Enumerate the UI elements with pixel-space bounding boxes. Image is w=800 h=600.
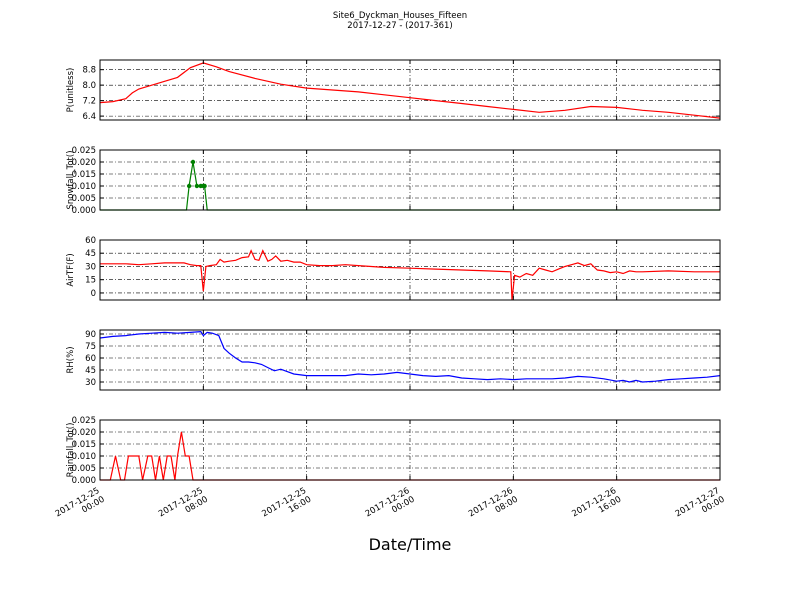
y-tick-label: 0.025 <box>72 146 96 156</box>
y-tick-label: 0.010 <box>72 182 96 192</box>
y-tick-label: 30 <box>85 378 96 388</box>
x-tick-label: 2017-12-2700:00 <box>674 486 727 528</box>
series-line-1 <box>99 62 721 119</box>
y-tick-label: 0.020 <box>72 428 96 438</box>
x-tick-label: 2017-12-2516:00 <box>260 486 313 528</box>
x-tick-label: 2017-12-2600:00 <box>364 486 417 528</box>
y-tick-label: 7.2 <box>82 97 96 107</box>
y-tick-label: 15 <box>85 276 96 286</box>
data-point <box>190 159 196 165</box>
chart-subtitle: 2017-12-27 - (2017-361) <box>347 21 453 31</box>
data-point <box>202 183 207 189</box>
y-tick-label: 0.005 <box>72 194 96 204</box>
y-tick-label: 45 <box>85 249 96 259</box>
y-tick-label: 30 <box>85 262 96 272</box>
data-point <box>186 183 192 189</box>
y-axis-label: P(unitless) <box>66 68 76 113</box>
y-tick-label: 0.005 <box>72 464 96 474</box>
data-point <box>194 183 200 189</box>
y-tick-label: 6.4 <box>82 112 96 122</box>
y-tick-label: 0.000 <box>72 476 96 486</box>
chart-title: Site6_Dyckman_Houses_Fifteen <box>332 11 468 21</box>
y-tick-label: 0.015 <box>72 170 96 180</box>
y-tick-label: 0.020 <box>72 158 96 168</box>
y-tick-label: 90 <box>85 330 96 340</box>
y-axis-label: AirTF(F) <box>66 253 76 286</box>
x-tick-label: 2017-12-2616:00 <box>570 486 623 528</box>
y-axis-label: Rainfall_Tot() <box>66 423 76 478</box>
y-tick-label: 45 <box>85 366 96 376</box>
y-tick-label: 8.8 <box>82 66 96 76</box>
x-tick-label: 2017-12-2608:00 <box>467 486 520 528</box>
y-tick-label: 60 <box>85 354 96 364</box>
y-tick-label: 0.015 <box>72 440 96 450</box>
y-tick-label: 0 <box>91 289 96 299</box>
y-axis-label: RH(%) <box>66 346 76 373</box>
x-tick-label: 2017-12-2508:00 <box>157 486 210 528</box>
y-tick-label: 60 <box>85 236 96 246</box>
x-axis-label: Date/Time <box>369 535 452 554</box>
y-tick-label: 0.000 <box>72 206 96 216</box>
series-line-4 <box>99 330 721 383</box>
y-tick-label: 75 <box>85 342 96 352</box>
series-line-3 <box>100 249 720 301</box>
y-axis-label: Snowfall_Tot() <box>66 150 76 209</box>
x-tick-label: 2017-12-2500:00 <box>54 486 107 528</box>
y-tick-label: 0.025 <box>72 416 96 426</box>
y-tick-label: 8.0 <box>82 81 96 91</box>
y-tick-label: 0.010 <box>72 452 96 462</box>
